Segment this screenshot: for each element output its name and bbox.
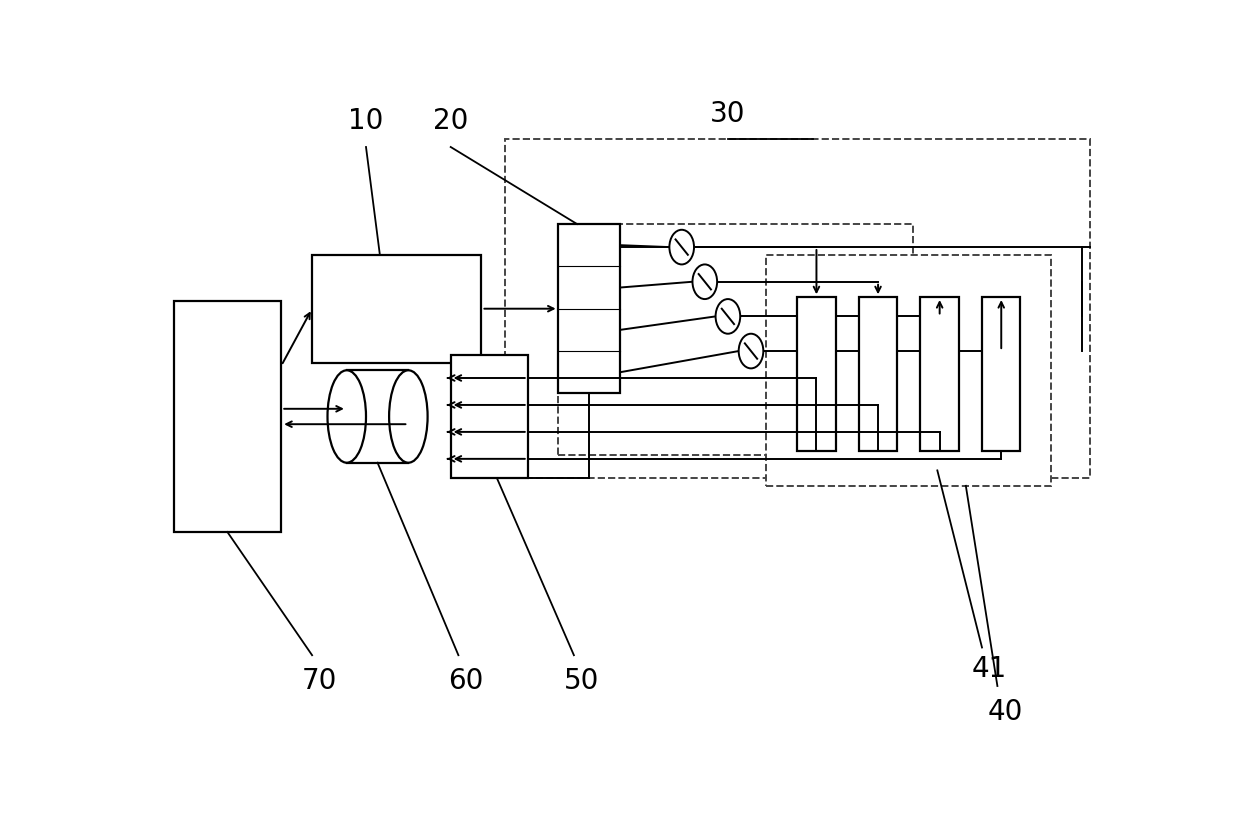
Bar xyxy=(797,297,836,451)
Text: 20: 20 xyxy=(433,108,469,135)
Text: 50: 50 xyxy=(564,667,599,695)
Text: 70: 70 xyxy=(303,667,337,695)
Bar xyxy=(450,354,528,478)
Bar xyxy=(558,224,620,393)
Text: 10: 10 xyxy=(348,108,383,135)
Bar xyxy=(920,297,959,451)
Text: 60: 60 xyxy=(449,667,484,695)
Text: 40: 40 xyxy=(987,697,1023,726)
Ellipse shape xyxy=(670,230,694,265)
Text: 30: 30 xyxy=(711,100,745,128)
Ellipse shape xyxy=(739,333,764,369)
Ellipse shape xyxy=(692,265,717,299)
Bar xyxy=(505,139,1090,478)
Bar xyxy=(859,297,898,451)
Text: 41: 41 xyxy=(972,655,1007,683)
Bar xyxy=(766,255,1052,486)
Ellipse shape xyxy=(389,370,428,463)
Ellipse shape xyxy=(715,299,740,333)
Bar xyxy=(174,301,281,532)
Bar xyxy=(558,224,913,455)
Bar xyxy=(312,255,481,363)
Bar xyxy=(982,297,1021,451)
Ellipse shape xyxy=(327,370,366,463)
Bar xyxy=(347,370,408,463)
